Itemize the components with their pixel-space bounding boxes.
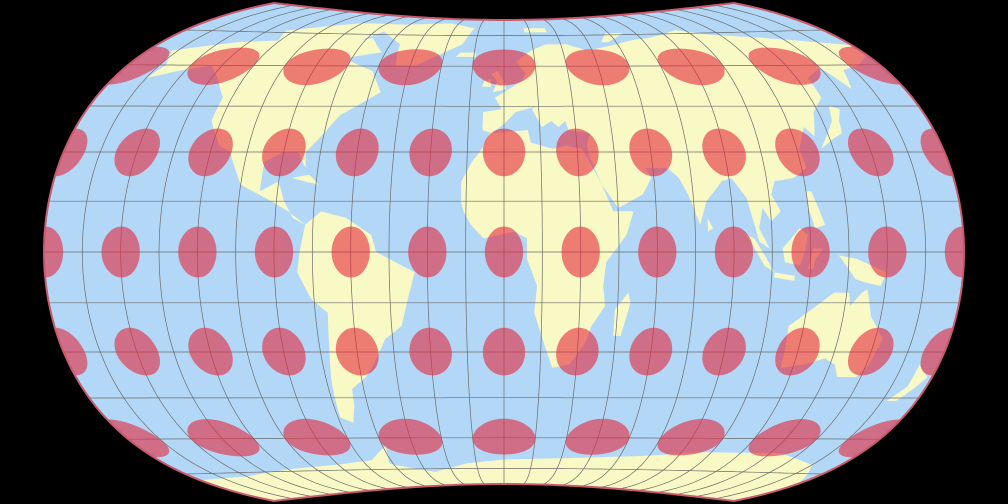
land-java bbox=[774, 272, 795, 281]
tissot-ellipse bbox=[657, 418, 725, 456]
tissot-ellipse bbox=[482, 128, 526, 177]
tissot-ellipse bbox=[409, 327, 452, 376]
tissot-ellipse bbox=[775, 128, 820, 177]
tissot-ellipse bbox=[472, 49, 536, 86]
tissot-ellipse bbox=[714, 226, 754, 278]
land-madagascar bbox=[613, 292, 631, 336]
land-novaya-zemlya bbox=[601, 33, 623, 43]
tissot-ellipse bbox=[702, 128, 746, 177]
tissot-ellipse bbox=[378, 418, 443, 455]
tissot-ellipse bbox=[114, 128, 160, 177]
tissot-ellipse bbox=[409, 128, 452, 177]
tissot-ellipse bbox=[54, 128, 88, 177]
map-outline bbox=[42, 1, 966, 503]
land-baffin bbox=[341, 38, 382, 59]
tissot-ellipse bbox=[178, 226, 217, 278]
tissot-ellipse bbox=[188, 327, 233, 376]
land-sumatra bbox=[746, 235, 775, 273]
tissot-ellipse bbox=[44, 226, 64, 278]
tissot-ellipse bbox=[283, 48, 351, 86]
land-japan bbox=[821, 106, 842, 149]
tissot-ellipse bbox=[920, 128, 954, 177]
tissot-ellipse bbox=[262, 128, 306, 177]
land-sri-lanka bbox=[707, 218, 714, 232]
tissot-ellipse bbox=[565, 418, 630, 455]
tissot-ellipse bbox=[848, 327, 894, 376]
tissot-ellipse bbox=[561, 226, 600, 278]
tissot-ellipse bbox=[482, 327, 526, 376]
tissot-ellipse bbox=[107, 46, 170, 85]
tissot-ellipse bbox=[262, 327, 306, 376]
land-iceland bbox=[455, 52, 477, 57]
tissot-ellipse bbox=[472, 418, 536, 455]
land-svalbard bbox=[523, 28, 547, 33]
tissot-ellipse bbox=[848, 128, 894, 177]
land-philippines bbox=[806, 191, 825, 229]
tissot-ellipse bbox=[868, 226, 907, 278]
tissot-ellipse bbox=[629, 327, 673, 376]
tissot-ellipse bbox=[484, 226, 524, 278]
tissot-ellipse bbox=[378, 49, 443, 86]
land-canadian-archipelago bbox=[277, 23, 407, 44]
tissot-ellipse bbox=[254, 226, 294, 278]
tissot-ellipse bbox=[107, 419, 170, 458]
tissot-ellipse bbox=[702, 327, 746, 376]
tissot-ellipse bbox=[748, 47, 821, 85]
parallel-line bbox=[185, 468, 823, 475]
tissot-ellipse bbox=[331, 226, 370, 278]
land-new-zealand bbox=[886, 364, 928, 401]
land-eurasia bbox=[482, 30, 867, 249]
tissot-ellipse bbox=[775, 327, 820, 376]
tissot-ellipse bbox=[187, 419, 260, 457]
tissot-ellipse bbox=[114, 327, 160, 376]
tissot-ellipse bbox=[188, 128, 233, 177]
tissot-ellipse bbox=[335, 128, 379, 177]
tissot-ellipse bbox=[920, 327, 954, 376]
tissot-ellipse bbox=[408, 226, 447, 278]
land-new-guinea bbox=[838, 255, 887, 286]
tissot-ellipse bbox=[791, 226, 830, 278]
tissot-ellipse bbox=[748, 419, 821, 457]
tissot-ellipse bbox=[657, 48, 725, 86]
parallel-line bbox=[185, 29, 823, 36]
tissot-ellipse bbox=[556, 327, 599, 376]
tissot-ellipse bbox=[838, 419, 901, 458]
tissot-ellipse bbox=[629, 128, 673, 177]
tissot-ellipse bbox=[54, 327, 88, 376]
tissot-indicatrices bbox=[44, 46, 964, 458]
tissot-ellipse bbox=[565, 49, 630, 86]
tissot-ellipse bbox=[335, 327, 379, 376]
tissot-ellipse bbox=[187, 47, 260, 85]
tissot-ellipse bbox=[283, 418, 351, 456]
land-cuba bbox=[291, 174, 319, 185]
tissot-ellipse bbox=[838, 46, 901, 85]
tissot-ellipse bbox=[944, 226, 964, 278]
tissot-ellipse bbox=[638, 226, 677, 278]
land-north-america bbox=[146, 39, 381, 225]
tissot-ellipse bbox=[556, 128, 599, 177]
land-south-america bbox=[297, 211, 415, 423]
tissot-ellipse bbox=[101, 226, 140, 278]
